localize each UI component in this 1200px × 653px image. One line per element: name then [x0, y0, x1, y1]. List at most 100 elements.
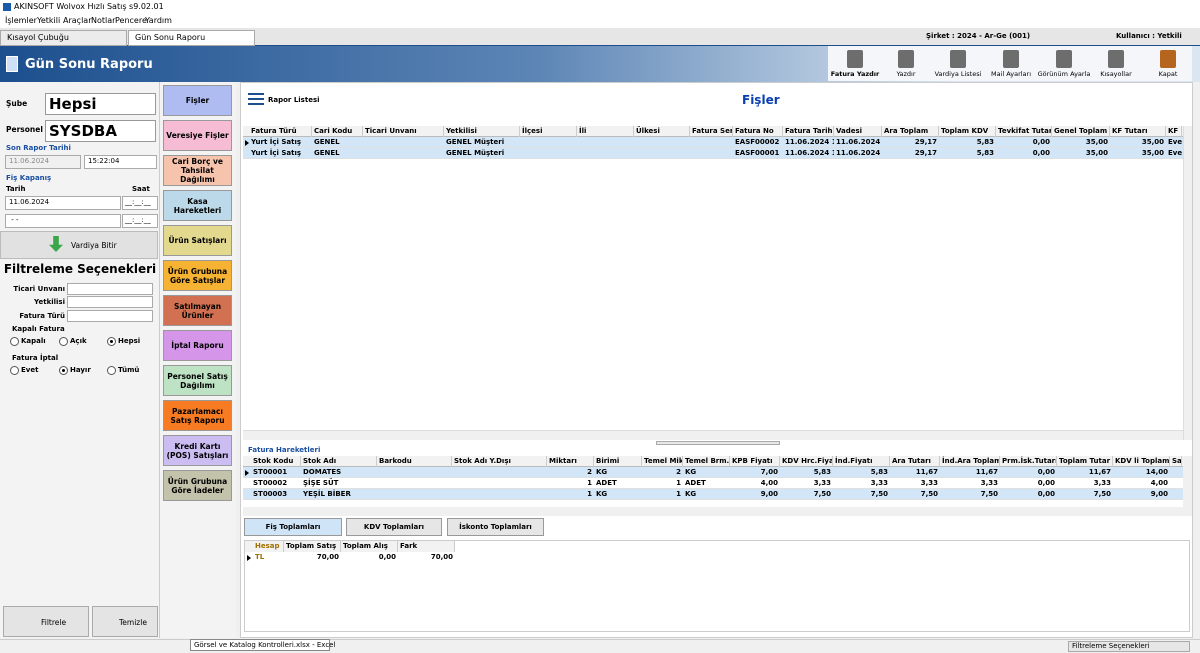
- filter-field-input[interactable]: [67, 296, 153, 308]
- grid-cell[interactable]: ST00003: [253, 490, 288, 498]
- toolbar-icon[interactable]: [950, 50, 966, 68]
- menu-item[interactable]: Araçlar: [63, 16, 92, 25]
- grid-cell[interactable]: 5,83: [976, 138, 994, 146]
- grid-cell[interactable]: KG: [596, 490, 608, 498]
- grid-cell[interactable]: Eve: [1168, 138, 1182, 146]
- radio[interactable]: [10, 337, 19, 346]
- branch-select[interactable]: Hepsi: [45, 93, 156, 115]
- grid-cell[interactable]: 3,33: [980, 479, 998, 487]
- filter-button[interactable]: Filtrele: [3, 606, 89, 637]
- grid-cell[interactable]: 11,67: [915, 468, 938, 476]
- grid-cell[interactable]: ADET: [596, 479, 617, 487]
- toolbar-label[interactable]: Kapat: [1158, 70, 1178, 78]
- time-input[interactable]: __:__:__: [122, 196, 158, 210]
- grid-cell[interactable]: 3,33: [1093, 479, 1111, 487]
- total-tab[interactable]: KDV Toplamları: [346, 518, 442, 536]
- menu-item[interactable]: Notlar: [91, 16, 116, 25]
- grid-cell[interactable]: 2: [587, 468, 592, 476]
- grid-cell[interactable]: 3,33: [813, 479, 831, 487]
- grid-cell[interactable]: EASF00002: [735, 138, 780, 146]
- date-input[interactable]: - -: [5, 214, 121, 228]
- menu-item[interactable]: Yardım: [145, 16, 172, 25]
- grid-cell[interactable]: KG: [596, 468, 608, 476]
- time-input[interactable]: __:__:__: [122, 214, 158, 228]
- grid-cell[interactable]: 29,17: [914, 138, 937, 146]
- toolbar-icon[interactable]: [898, 50, 914, 68]
- grid-cell[interactable]: 11,67: [1088, 468, 1111, 476]
- grid-cell[interactable]: GENEL: [314, 149, 340, 157]
- filter-field-input[interactable]: [67, 310, 153, 322]
- tab[interactable]: Kısayol Çubuğu: [0, 30, 127, 46]
- grid-cell[interactable]: 5,83: [976, 149, 994, 157]
- report-button[interactable]: Veresiye Fişler: [163, 120, 232, 151]
- report-button[interactable]: Kasa Hareketleri: [163, 190, 232, 221]
- grid-cell[interactable]: 7,00: [760, 468, 778, 476]
- grid-cell[interactable]: Eve: [1168, 149, 1182, 157]
- report-button[interactable]: Personel Satış Dağılımı: [163, 365, 232, 396]
- staff-select[interactable]: SYSDBA: [45, 120, 156, 142]
- grid-cell[interactable]: ST00001: [253, 468, 288, 476]
- grid-cell[interactable]: 35,00: [1085, 138, 1108, 146]
- report-button[interactable]: Ürün Grubuna Göre İadeler: [163, 470, 232, 501]
- grid-cell[interactable]: 35,00: [1141, 138, 1164, 146]
- grid-cell[interactable]: 0,00: [1037, 468, 1055, 476]
- toolbar-icon[interactable]: [1160, 50, 1176, 68]
- radio-label[interactable]: Evet: [21, 366, 39, 374]
- radio-label[interactable]: Kapalı: [21, 337, 46, 345]
- grid-cell[interactable]: GENEL Müşteri: [446, 138, 505, 146]
- toolbar-icon[interactable]: [1056, 50, 1072, 68]
- radio-label[interactable]: Tümü: [118, 366, 140, 374]
- grid-cell[interactable]: Yurt İçi Satış: [251, 138, 302, 146]
- grid-cell[interactable]: 1: [676, 479, 681, 487]
- clear-button[interactable]: Temizle: [92, 606, 158, 637]
- grid-cell[interactable]: 5,83: [870, 468, 888, 476]
- grid-cell[interactable]: GENEL Müşteri: [446, 149, 505, 157]
- toolbar-label[interactable]: Fatura Yazdır: [830, 70, 880, 78]
- grid-cell[interactable]: DOMATES: [303, 468, 342, 476]
- toolbar-label[interactable]: Kısayollar: [1100, 70, 1132, 78]
- date-input[interactable]: 11.06.2024: [5, 196, 121, 210]
- grid-cell[interactable]: 4,00: [760, 479, 778, 487]
- report-button[interactable]: Ürün Satışları: [163, 225, 232, 256]
- radio[interactable]: [107, 366, 116, 375]
- radio-label[interactable]: Açık: [70, 337, 87, 345]
- grid-cell[interactable]: 11.06.2024: [836, 149, 881, 157]
- grid-cell[interactable]: 2: [676, 468, 681, 476]
- grid-cell[interactable]: ŞİŞE SÜT: [303, 479, 339, 487]
- grid-cell[interactable]: GENEL: [314, 138, 340, 146]
- menu-item[interactable]: Pencere: [115, 16, 147, 25]
- grid-cell[interactable]: 0,00: [1037, 479, 1055, 487]
- toolbar-label[interactable]: Yazdır: [896, 70, 916, 78]
- grid-cell[interactable]: KG: [685, 490, 697, 498]
- grid-cell[interactable]: 5,83: [813, 468, 831, 476]
- report-button[interactable]: Cari Borç ve Tahsilat Dağılımı: [163, 155, 232, 186]
- tab[interactable]: Gün Sonu Raporu: [128, 30, 255, 46]
- grid-cell[interactable]: 14,00: [1145, 468, 1168, 476]
- toolbar-icon[interactable]: [1108, 50, 1124, 68]
- grid-cell[interactable]: 7,50: [870, 490, 888, 498]
- grid-cell[interactable]: 11.06.2024: [836, 138, 881, 146]
- grid-cell[interactable]: 11,67: [975, 468, 998, 476]
- grid-cell[interactable]: 35,00: [1141, 149, 1164, 157]
- filter-field-input[interactable]: [67, 283, 153, 295]
- total-tab[interactable]: Fiş Toplamları: [244, 518, 342, 536]
- shift-button[interactable]: Vardiya Bitir: [0, 231, 158, 259]
- status-filter[interactable]: Filtreleme Seçenekleri: [1068, 641, 1190, 652]
- toolbar-icon[interactable]: [847, 50, 863, 68]
- grid-cell[interactable]: Yurt İçi Satış: [251, 149, 302, 157]
- grid-cell[interactable]: ADET: [685, 479, 706, 487]
- grid-cell[interactable]: 7,50: [920, 490, 938, 498]
- grid-cell[interactable]: 1: [587, 490, 592, 498]
- grid-cell[interactable]: 7,50: [980, 490, 998, 498]
- grid-cell[interactable]: 29,17: [914, 149, 937, 157]
- grid-cell[interactable]: ST00002: [253, 479, 288, 487]
- grid-cell[interactable]: 11.06.2024 15: [785, 149, 834, 157]
- radio-label[interactable]: Hayır: [70, 366, 91, 374]
- grid-cell[interactable]: 9,00: [1150, 490, 1168, 498]
- toolbar-label[interactable]: Mail Ayarları: [990, 70, 1032, 78]
- radio-label[interactable]: Hepsi: [118, 337, 141, 345]
- report-button[interactable]: İptal Raporu: [163, 330, 232, 361]
- list-button[interactable]: Rapor Listesi: [268, 96, 320, 104]
- grid-cell[interactable]: 9,00: [760, 490, 778, 498]
- grid-cell[interactable]: EASF00001: [735, 149, 780, 157]
